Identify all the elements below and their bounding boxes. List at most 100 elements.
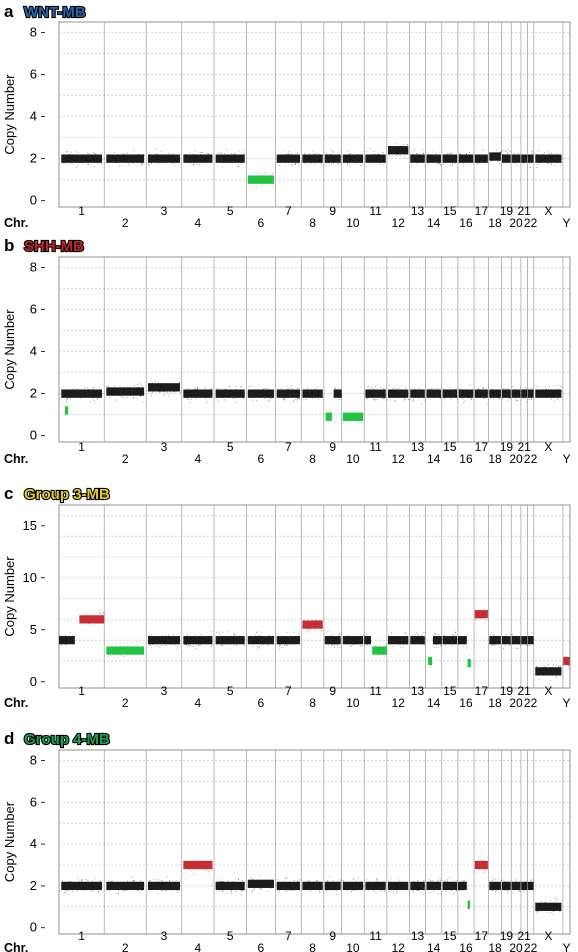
cn-point — [333, 646, 335, 648]
cn-point — [358, 418, 360, 419]
cn-point — [171, 161, 172, 163]
cn-point — [406, 391, 408, 393]
cn-point — [483, 607, 485, 609]
cn-point — [494, 393, 496, 395]
cn-point — [70, 393, 72, 395]
cn-point — [117, 883, 119, 885]
cn-point — [392, 887, 394, 888]
cn-point — [330, 409, 332, 411]
cn-point — [157, 160, 159, 161]
cn-point — [129, 886, 131, 888]
cn-point — [396, 877, 398, 879]
cn-point — [352, 156, 354, 157]
cn-point — [359, 158, 360, 159]
cn-point — [447, 388, 449, 390]
cn-point — [82, 159, 83, 161]
cn-point — [304, 623, 306, 625]
cn-point — [486, 869, 488, 871]
cn-point — [328, 887, 330, 889]
cn-point — [123, 653, 124, 655]
cn-point — [262, 182, 264, 183]
cn-point — [525, 636, 527, 638]
cn-point — [461, 389, 463, 391]
cn-point — [61, 640, 63, 642]
cn-point — [176, 889, 178, 891]
cn-point — [400, 646, 402, 648]
cn-point — [484, 616, 486, 618]
cn-point — [382, 159, 384, 160]
cn-point — [153, 159, 154, 161]
cn-point — [111, 880, 113, 882]
cn-point — [174, 639, 176, 641]
cn-point — [317, 159, 319, 161]
cn-point — [109, 886, 111, 888]
cn-point — [402, 640, 403, 642]
cn-point — [224, 388, 226, 390]
cn-point — [462, 162, 464, 164]
cn-point — [497, 161, 498, 163]
cn-point — [516, 400, 518, 401]
cn-point — [326, 162, 328, 164]
cn-point — [252, 390, 253, 392]
cn-point — [187, 645, 189, 647]
cn-point — [194, 160, 195, 162]
cn-point — [279, 883, 281, 885]
cn-point — [427, 161, 429, 162]
cn-point — [170, 391, 171, 393]
cn-point — [220, 884, 222, 885]
cn-point — [530, 394, 532, 396]
cn-point — [305, 393, 307, 394]
cn-point — [355, 640, 357, 642]
cn-point — [389, 145, 391, 147]
cn-point — [505, 885, 506, 887]
cn-point — [492, 392, 494, 394]
cn-point — [418, 638, 420, 640]
cn-band — [61, 881, 102, 891]
cn-point — [179, 884, 181, 886]
cn-point — [195, 156, 197, 158]
cn-point — [62, 162, 64, 164]
cn-point — [493, 396, 495, 398]
cn-point — [354, 640, 356, 642]
cn-point — [233, 632, 235, 634]
cn-point — [394, 886, 396, 888]
cn-point — [359, 160, 361, 161]
cn-point — [490, 882, 492, 884]
cn-point — [350, 886, 352, 887]
cn-point — [88, 394, 90, 395]
cn-point — [114, 157, 116, 159]
cn-point — [127, 641, 129, 643]
cn-point — [361, 422, 363, 424]
cn-point — [287, 396, 289, 398]
cn-point — [464, 638, 465, 640]
cn-point — [148, 642, 150, 644]
cn-point — [491, 887, 493, 889]
cn-point — [153, 390, 154, 392]
cn-point — [118, 893, 119, 895]
cn-point — [514, 161, 516, 163]
cn-point — [540, 158, 541, 160]
cn-point — [483, 616, 485, 618]
chromosome-label: X — [544, 204, 552, 218]
cn-point — [509, 397, 511, 399]
cn-point — [537, 154, 539, 156]
cn-segment-chr3 — [147, 380, 181, 397]
cn-point — [321, 621, 322, 623]
cn-point — [524, 641, 526, 643]
cn-point — [100, 161, 102, 163]
cn-point — [92, 881, 94, 882]
cn-point — [491, 879, 493, 881]
cn-point — [158, 158, 160, 160]
cn-point — [422, 889, 424, 891]
cn-point — [544, 160, 546, 161]
cn-point — [149, 385, 151, 386]
cn-point — [465, 394, 467, 396]
cn-point — [265, 393, 267, 395]
cn-point — [121, 396, 123, 398]
cn-point — [352, 417, 354, 419]
cn-point — [491, 388, 493, 390]
cn-point — [336, 391, 338, 393]
cn-point — [221, 395, 223, 397]
cn-point — [478, 162, 480, 164]
cn-point — [314, 394, 316, 396]
